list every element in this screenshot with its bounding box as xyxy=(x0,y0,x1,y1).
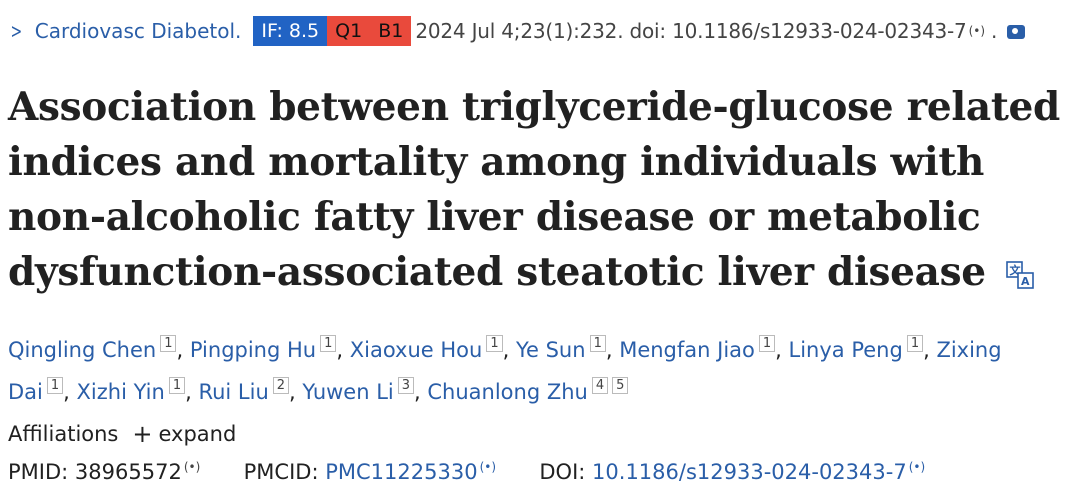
article-title-text: Association between triglyceride-glucose… xyxy=(8,84,1061,295)
author-separator: , xyxy=(336,338,350,362)
author-separator: , xyxy=(414,380,428,404)
author-separator: , xyxy=(605,338,620,362)
broadcast-icon[interactable]: (•) xyxy=(479,460,497,474)
pmid-label: PMID: xyxy=(8,460,69,484)
author-separator: , xyxy=(923,338,937,362)
affiliation-number[interactable]: 4 xyxy=(591,377,609,394)
doi-link[interactable]: 10.1186/s12933-024-02343-7 xyxy=(592,460,907,484)
affiliation-number[interactable]: 1 xyxy=(486,335,503,352)
author-separator: , xyxy=(775,338,789,362)
author-link[interactable]: Linya Peng xyxy=(788,338,903,362)
author-separator: , xyxy=(63,380,77,404)
affiliation-number[interactable]: 2 xyxy=(272,377,290,394)
journal-link[interactable]: Cardiovasc Diabetol. xyxy=(34,19,242,43)
affiliation-number[interactable]: 1 xyxy=(758,335,776,352)
affiliation-number[interactable]: 1 xyxy=(589,335,606,352)
citation-line: > Cardiovasc Diabetol. IF: 8.5 Q1 B1 202… xyxy=(8,16,1080,46)
affiliation-number[interactable]: 1 xyxy=(46,377,64,394)
citation-end-dot: . xyxy=(991,19,998,43)
quartile-badge: Q1 xyxy=(327,16,371,46)
affiliation-number[interactable]: 1 xyxy=(168,377,186,394)
author-link[interactable]: Xizhi Yin xyxy=(76,380,165,404)
camera-icon[interactable] xyxy=(1007,25,1026,39)
author-link[interactable]: Ye Sun xyxy=(515,338,586,362)
author-link[interactable]: Rui Liu xyxy=(198,380,269,404)
translate-icon[interactable]: 文 A xyxy=(1005,260,1035,290)
identifier-row: PMID: 38965572 (•) PMCID: PMC11225330 (•) … xyxy=(8,460,925,484)
affiliations-row: Affiliations + expand xyxy=(8,420,236,448)
author-separator: , xyxy=(289,380,303,404)
affiliation-number[interactable]: 5 xyxy=(612,377,629,394)
author-link[interactable]: Zixing Dai xyxy=(8,338,1002,404)
affiliation-number[interactable]: 3 xyxy=(397,377,415,394)
svg-text:A: A xyxy=(1021,275,1030,288)
pmcid-label: PMCID: xyxy=(243,460,319,484)
rank-badge: B1 xyxy=(370,16,412,46)
broadcast-icon[interactable]: (•) xyxy=(968,24,986,38)
author-separator: , xyxy=(185,380,199,404)
citation-text: 2024 Jul 4;23(1):232. doi: 10.1186/s1293… xyxy=(415,19,967,43)
doi-label: DOI: xyxy=(539,460,586,484)
affiliation-number[interactable]: 1 xyxy=(906,335,924,352)
author-link[interactable]: Mengfan Jiao xyxy=(619,338,755,362)
author-link[interactable]: Chuanlong Zhu xyxy=(427,380,588,404)
author-list: Qingling Chen 1, Pingping Hu 1, Xiaoxue Ho… xyxy=(8,326,1068,410)
impact-factor-badge: IF: 8.5 xyxy=(253,16,328,46)
broadcast-icon[interactable]: (•) xyxy=(908,460,926,474)
author-link[interactable]: Qingling Chen xyxy=(8,338,157,362)
author-separator: , xyxy=(176,338,190,362)
affiliation-number[interactable]: 1 xyxy=(160,335,177,352)
author-link[interactable]: Pingping Hu xyxy=(189,338,317,362)
author-link[interactable]: Xiaoxue Hou xyxy=(349,338,483,362)
chevron-right-icon[interactable]: > xyxy=(10,19,23,43)
pmcid-link[interactable]: PMC11225330 xyxy=(325,460,478,484)
plus-icon[interactable]: + xyxy=(132,420,153,448)
author-separator: , xyxy=(502,338,516,362)
article-title: Association between triglyceride-glucose… xyxy=(8,80,1068,300)
broadcast-icon[interactable]: (•) xyxy=(183,460,201,474)
pmid-value: 38965572 xyxy=(74,460,182,484)
expand-link[interactable]: expand xyxy=(158,422,237,446)
affiliations-label: Affiliations xyxy=(8,422,119,446)
author-link[interactable]: Yuwen Li xyxy=(302,380,394,404)
affiliation-number[interactable]: 1 xyxy=(320,335,337,352)
